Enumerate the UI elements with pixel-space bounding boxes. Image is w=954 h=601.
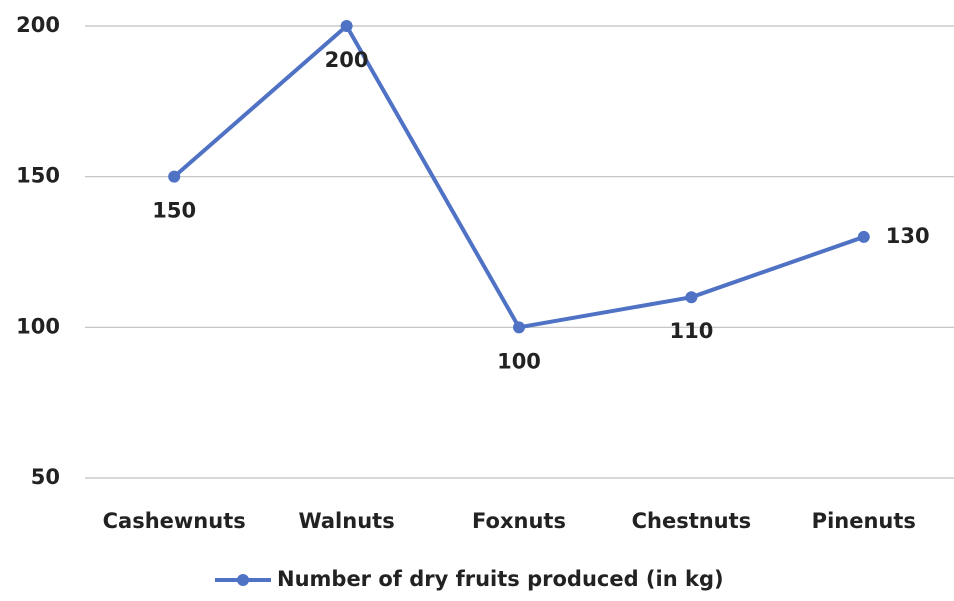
x-tick-label: Cashewnuts: [103, 509, 246, 533]
y-tick-label: 200: [16, 13, 60, 37]
data-label: 130: [886, 224, 930, 248]
y-tick-label: 50: [31, 465, 60, 489]
data-label: 200: [325, 48, 369, 72]
data-point: [513, 321, 525, 334]
legend-marker: [237, 574, 249, 586]
data-point: [857, 230, 870, 243]
data-point: [340, 20, 353, 32]
x-tick-label: Walnuts: [298, 509, 394, 533]
y-tick-label: 100: [16, 314, 60, 338]
data-point: [168, 170, 181, 183]
x-tick-label: Foxnuts: [472, 509, 566, 533]
data-point: [685, 291, 698, 304]
data-label: 110: [669, 319, 713, 343]
legend-label: Number of dry fruits produced (in kg): [277, 567, 724, 591]
x-tick-label: Pinenuts: [812, 509, 916, 533]
x-tick-label: Chestnuts: [632, 509, 752, 533]
y-tick-label: 150: [16, 164, 60, 188]
data-label: 100: [497, 349, 541, 373]
data-label: 150: [152, 199, 196, 223]
